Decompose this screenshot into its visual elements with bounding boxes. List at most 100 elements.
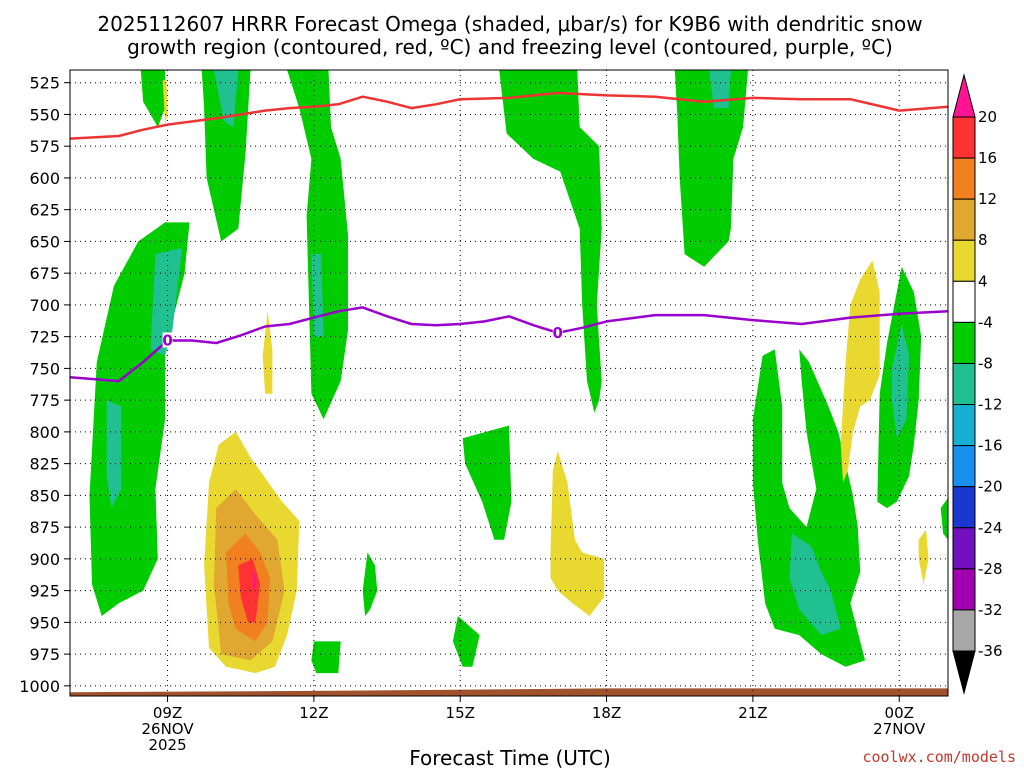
x-tick-label-9-0: 09Z xyxy=(153,704,182,722)
x-tick-label-24-0: 00Z xyxy=(885,704,914,722)
colorbar-label-0: 20 xyxy=(978,108,997,126)
colorbar-segment-3 xyxy=(952,239,976,282)
omega-region-lt-12-2 xyxy=(213,70,239,128)
omega-region-lt-4-3 xyxy=(287,70,348,420)
colorbar-label-12: -32 xyxy=(978,601,1003,619)
omega-region-lt-4-1 xyxy=(201,70,251,242)
colorbar-segment-11 xyxy=(952,568,976,611)
x-axis-label: Forecast Time (UTC) xyxy=(409,746,611,768)
colorbar-label-11: -28 xyxy=(978,560,1003,578)
omega-region-gt20-25 xyxy=(252,571,257,591)
x-tick-label-9-2: 2025 xyxy=(148,736,186,754)
omega-region-lt-12-6 xyxy=(150,247,183,356)
colorbar-segment-12 xyxy=(952,609,976,652)
colorbar-segment-2 xyxy=(952,198,976,241)
colorbar-segment-5 xyxy=(952,321,976,364)
dendritic-growth-contour xyxy=(70,91,948,140)
colorbar-label-10: -24 xyxy=(978,519,1003,537)
colorbar-label-2: 12 xyxy=(978,190,997,208)
y-tick-label-800: 800 xyxy=(29,423,60,442)
colorbar-segment-8 xyxy=(952,445,976,488)
y-tick-label-850: 850 xyxy=(29,486,60,505)
y-tick-label-825: 825 xyxy=(29,455,60,474)
x-tick-label-18-0: 18Z xyxy=(592,704,621,722)
y-tick-label-675: 675 xyxy=(29,264,60,283)
colorbar-segment-10 xyxy=(952,527,976,570)
x-tick-label-21-0: 21Z xyxy=(738,704,767,722)
omega-region-lt-4-8 xyxy=(499,70,602,413)
freezing-level-label-1: 0 xyxy=(553,324,563,342)
y-tick-label-900: 900 xyxy=(29,550,60,569)
colorbar-segment-1 xyxy=(952,157,976,200)
freezing-level-contour xyxy=(70,306,948,383)
chart-title-line1: 2025112607 HRRR Forecast Omega (shaded, … xyxy=(97,12,922,36)
colorbar-label-8: -16 xyxy=(978,437,1003,455)
y-tick-label-525: 525 xyxy=(29,74,60,93)
colorbar-label-4: 4 xyxy=(978,272,988,290)
x-tick-label-9-1: 26NOV xyxy=(141,720,194,738)
omega-region-gt4-30 xyxy=(918,529,929,585)
y-axis-ticks: 525 550 575 600 625 650 675 700 725 750 775 800 825 8… xyxy=(19,74,70,696)
colorbar-label-3: 8 xyxy=(978,231,988,249)
omega-region-gt4-28 xyxy=(262,311,273,394)
y-tick-label-975: 975 xyxy=(29,645,60,664)
ground xyxy=(70,688,948,696)
omega-region-lt-4-18 xyxy=(311,641,341,674)
omega-region-lt-4-9 xyxy=(674,70,748,267)
x-tick-label-15-0: 15Z xyxy=(446,704,475,722)
colorbar-segment-0 xyxy=(952,116,976,159)
freezing-level-label-0: 0 xyxy=(162,331,172,349)
colorbar-segment-4 xyxy=(952,280,976,323)
colorbar-label-13: -36 xyxy=(978,642,1003,660)
freezing-label-bg-1 xyxy=(552,324,563,340)
omega-region-lt-4-15 xyxy=(835,495,848,553)
credit-text: coolwx.com/models xyxy=(862,748,1016,766)
y-tick-label-575: 575 xyxy=(29,137,60,156)
omega-region-gt4-26 xyxy=(550,450,605,616)
omega-region-lt-12-10 xyxy=(709,70,731,109)
colorbar-label-6: -8 xyxy=(978,354,993,372)
colorbar-label-7: -12 xyxy=(978,396,1003,414)
x-tick-label-12-0: 12Z xyxy=(299,704,328,722)
y-tick-label-1000: 1000 xyxy=(19,677,60,696)
freezing-label-bg-0 xyxy=(162,332,173,348)
y-tick-label-600: 600 xyxy=(29,169,60,188)
x-tick-label-24-1: 27NOV xyxy=(873,720,926,738)
y-tick-label-950: 950 xyxy=(29,613,60,632)
y-tick-label-925: 925 xyxy=(29,582,60,601)
omega-region-lt-4-0 xyxy=(140,70,166,128)
omega-region-gt4-29 xyxy=(162,80,168,124)
colorbar-segment-7 xyxy=(952,404,976,447)
omega-region-lt-12-7 xyxy=(106,400,122,509)
colorbar-bottom-arrow xyxy=(952,650,976,695)
y-tick-label-775: 775 xyxy=(29,391,60,410)
y-tick-label-700: 700 xyxy=(29,296,60,315)
colorbar: 20 16 12 8 4 -4 -8 -12 -16 -20 -24 -28 -32 -36 xyxy=(952,73,1003,695)
ground-surface xyxy=(70,688,948,696)
omega-region-lt-4-11 xyxy=(752,349,866,667)
omega-region-lt-4-20 xyxy=(940,497,948,540)
omega-region-lt-4-19 xyxy=(362,552,378,616)
y-tick-label-725: 725 xyxy=(29,328,60,347)
chart-title-line2: growth region (contoured, red, ºC) and f… xyxy=(127,35,893,59)
plot-frame xyxy=(69,69,949,697)
omega-region-lt-12-12 xyxy=(789,533,841,636)
colorbar-segment-6 xyxy=(952,362,976,406)
colorbar-label-1: 16 xyxy=(978,149,997,167)
y-tick-label-650: 650 xyxy=(29,232,60,251)
colorbar-top-arrow xyxy=(952,73,976,118)
omega-region-lt-4-16 xyxy=(462,425,512,540)
y-tick-label-625: 625 xyxy=(29,201,60,220)
y-tick-label-550: 550 xyxy=(29,105,60,124)
y-tick-label-750: 750 xyxy=(29,359,60,378)
omega-region-lt-4-17 xyxy=(452,616,480,667)
y-tick-label-875: 875 xyxy=(29,518,60,537)
colorbar-label-9: -20 xyxy=(978,478,1003,496)
colorbar-label-5: -4 xyxy=(978,313,993,331)
omega-shading xyxy=(89,70,948,674)
omega-region-lt-12-14 xyxy=(891,324,909,439)
